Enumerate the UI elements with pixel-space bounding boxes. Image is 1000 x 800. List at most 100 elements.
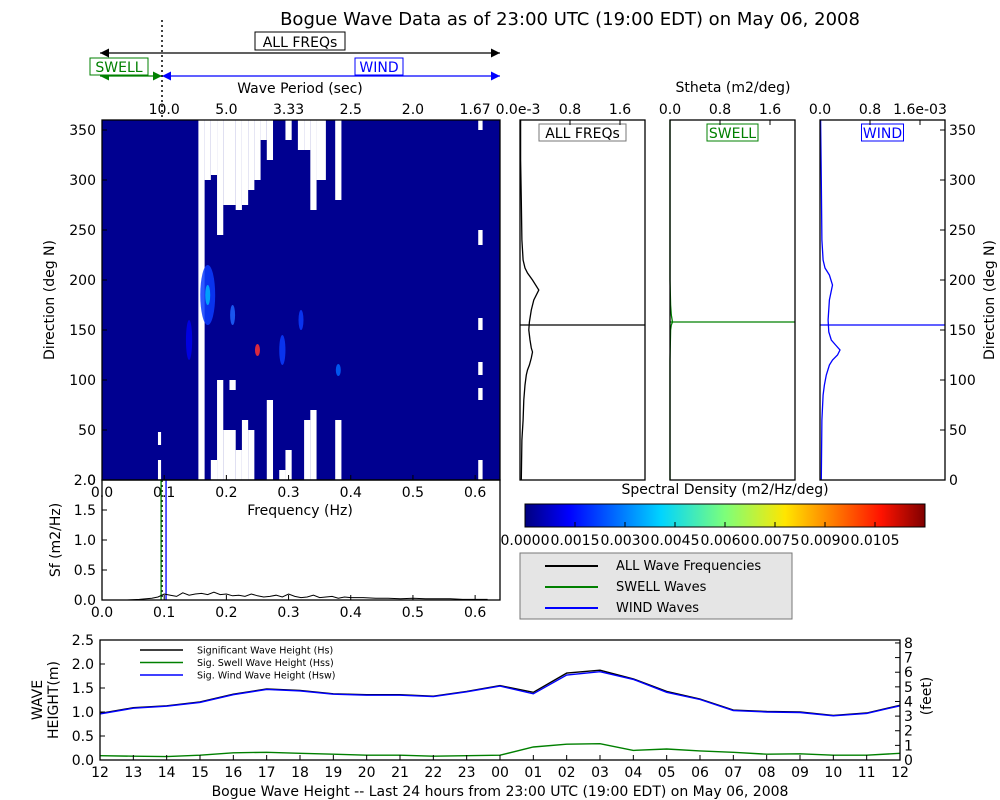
- wh-xtick-7: 19: [324, 765, 342, 781]
- heatmap-gap-15: [248, 120, 255, 190]
- heat-ytick-6: 300: [69, 173, 96, 189]
- heatmap-gap-12: [241, 420, 249, 480]
- right-ytick-6: 300: [949, 173, 976, 189]
- stheta-all-xtick-0: 0.0e-3: [496, 102, 541, 118]
- wh-xtick-4: 16: [224, 765, 242, 781]
- sf-axis-label: Sf (m2/Hz): [48, 503, 64, 577]
- heatmap-gap-34: [316, 120, 326, 180]
- stheta-swell-xtick-1: 0.8: [709, 102, 731, 118]
- wh-ytick2-3: 3: [904, 709, 913, 725]
- wh-xtick-8: 20: [358, 765, 376, 781]
- stheta-swell-panel: SWELL 0.0 0.8 1.6: [659, 102, 796, 481]
- stheta-swell-xtick-0: 0.0: [659, 102, 681, 118]
- heat-ytick-4: 200: [69, 273, 96, 289]
- wh-xtick-21: 09: [791, 765, 809, 781]
- heatmap-gap-36: [335, 120, 342, 200]
- wh-xtick-6: 18: [291, 765, 309, 781]
- stheta-axis-label: Stheta (m2/deg): [676, 80, 791, 96]
- stheta-wind-xtick-0: 0.0: [809, 102, 831, 118]
- heat-xtick-5: 0.5: [402, 485, 424, 501]
- sf-xtick-2: 0.2: [215, 605, 237, 621]
- stheta-swell-label-box: [706, 123, 759, 142]
- right-ytick-2: 100: [949, 373, 976, 389]
- stheta-all-curve: [519, 120, 540, 481]
- stheta-wind-xtick-2: 1.6e-03: [893, 102, 947, 118]
- wave-height-axis-label-2: HEIGHT(m): [46, 661, 62, 739]
- direction-axis-label: Direction (deg N): [42, 240, 58, 360]
- heatmap-background: [102, 120, 500, 480]
- wh-ytick-0: 0.0: [72, 753, 94, 769]
- heatmap-hotspot-4: [279, 335, 286, 365]
- colorbar-tick-4: 0.0060: [701, 533, 750, 549]
- period-axis-label: Wave Period (sec): [237, 81, 363, 97]
- heatmap-gap-25: [285, 120, 292, 140]
- heatmap-gap-6: [217, 120, 224, 235]
- wave-height-series-1: [99, 742, 901, 758]
- wh-ytick-3: 1.5: [72, 681, 94, 697]
- colorbar-tick-6: 0.0090: [801, 533, 850, 549]
- frequency-axis-label: Frequency (Hz): [247, 503, 353, 519]
- sf-xtick-1: 0.1: [153, 605, 175, 621]
- wh-ytick2-4: 4: [904, 694, 913, 710]
- colorbar: Spectral Density (m2/Hz/deg) 0.0000 0.001…: [501, 482, 926, 549]
- wh-xtick-15: 03: [591, 765, 609, 781]
- wh-ytick-5: 2.5: [72, 633, 94, 649]
- wh-xtick-24: 12: [891, 765, 909, 781]
- wh-xtick-1: 13: [124, 765, 142, 781]
- sf-ytick-1: 0.5: [74, 563, 96, 579]
- period-tick-5: 1.67: [460, 102, 491, 118]
- heatmap-gap-45: [157, 432, 162, 445]
- heatmap-gap-9: [229, 380, 236, 390]
- wh-xtick-20: 08: [758, 765, 776, 781]
- wh-xtick-17: 05: [658, 765, 676, 781]
- heat-xtick-6: 0.6: [464, 485, 486, 501]
- wave-height-axis-label-1: WAVE: [30, 680, 46, 720]
- right-ytick-0: 0: [949, 473, 958, 489]
- wh-ytick2-2: 2: [904, 724, 913, 740]
- heatmap-gap-32: [310, 120, 317, 210]
- wh-ytick2-5: 5: [904, 680, 913, 696]
- wh-legend-label-2: Sig. Wind Wave Height (Hsw): [197, 671, 335, 682]
- heatmap-gap-10: [235, 450, 242, 480]
- wh-legend-label-0: Significant Wave Height (Hs): [197, 646, 333, 657]
- sf-xtick-3: 0.3: [277, 605, 299, 621]
- heatmap-gap-20: [266, 400, 274, 480]
- heatmap-gap-11: [235, 120, 242, 210]
- right-ytick-3: 150: [949, 323, 976, 339]
- heatmap-hotspot-7: [185, 320, 193, 360]
- colorbar-label: Spectral Density (m2/Hz/deg): [621, 482, 828, 498]
- wind-label: WIND: [359, 60, 398, 76]
- stheta-wind-xtick-1: 0.8: [859, 102, 881, 118]
- wh-xtick-10: 22: [424, 765, 442, 781]
- wh-ytick2-8: 8: [904, 636, 913, 652]
- right-direction-axis-label: Direction (deg N): [982, 240, 998, 360]
- colorbar-tick-2: 0.0030: [601, 533, 650, 549]
- stheta-swell-xtick-2: 1.6: [759, 102, 781, 118]
- heatmap-gap-40: [478, 460, 483, 480]
- heat-ytick-2: 100: [69, 373, 96, 389]
- heatmap-gap-35: [335, 420, 342, 480]
- wh-ytick2-1: 1: [904, 738, 913, 754]
- right-ytick-5: 250: [949, 223, 976, 239]
- heatmap-gap-19: [260, 120, 267, 140]
- stheta-all-xtick-2: 1.6: [609, 102, 631, 118]
- period-tick-0: 10.0: [149, 102, 180, 118]
- swell-label: SWELL: [95, 60, 142, 76]
- wh-xtick-9: 21: [391, 765, 409, 781]
- wh-ytick2-6: 6: [904, 665, 913, 681]
- feet-axis-label: (feet): [919, 677, 935, 716]
- wh-xtick-18: 06: [691, 765, 709, 781]
- wh-legend-label-1: Sig. Swell Wave Height (Hss): [197, 658, 334, 669]
- colorbar-tick-5: 0.0075: [751, 533, 800, 549]
- heatmap-gap-31: [310, 410, 317, 480]
- sf-axes: [101, 479, 501, 601]
- heatmap-gap-14: [248, 430, 255, 480]
- heatmap-hotspot-6: [335, 364, 341, 376]
- heat-xtick-3: 0.3: [277, 485, 299, 501]
- heat-xtick-2: 0.2: [215, 485, 237, 501]
- all-freqs-label: ALL FREQs: [263, 35, 338, 51]
- wh-ytick2-0: 0: [904, 753, 913, 769]
- wh-xtick-5: 17: [258, 765, 276, 781]
